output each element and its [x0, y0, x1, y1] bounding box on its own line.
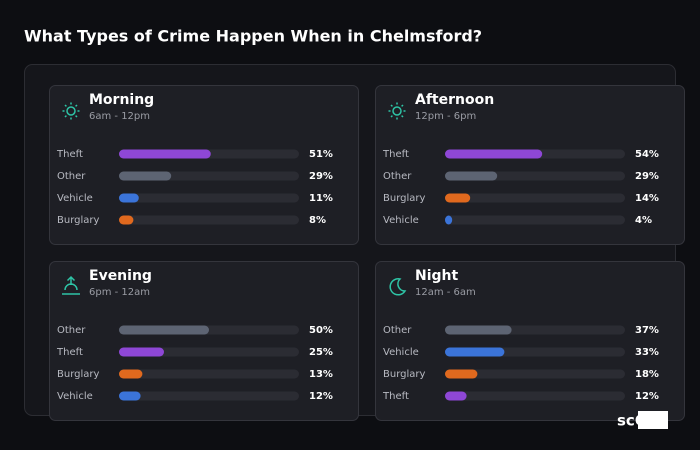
- category-label: Burglary: [383, 193, 425, 204]
- bar: [445, 171, 498, 181]
- value-label: 33%: [635, 347, 659, 358]
- panel-background: [375, 85, 685, 245]
- bar: [445, 193, 471, 203]
- bar: [445, 369, 478, 379]
- track: [119, 369, 299, 379]
- category-label: Vehicle: [57, 193, 93, 204]
- panel-subtitle: 6am - 12pm: [89, 111, 150, 122]
- value-label: 37%: [635, 325, 659, 336]
- panel-background: [49, 85, 359, 245]
- value-label: 54%: [635, 149, 659, 160]
- track: [445, 391, 625, 401]
- icon: [390, 104, 393, 107]
- category-label: Vehicle: [57, 391, 93, 402]
- bar: [119, 215, 134, 225]
- category-label: Other: [57, 325, 86, 336]
- category-label: Other: [383, 325, 412, 336]
- bar: [119, 369, 143, 379]
- icon: [390, 115, 393, 118]
- category-label: Burglary: [383, 369, 425, 380]
- bar: [445, 347, 505, 357]
- panel: Evening 6pm - 12am Other 50% Theft 25% Burglar…: [49, 261, 359, 421]
- track: [119, 193, 299, 203]
- bar: [119, 391, 141, 401]
- icon: [75, 104, 78, 107]
- category-label: Theft: [56, 149, 83, 160]
- value-label: 12%: [635, 391, 659, 402]
- track: [119, 347, 299, 357]
- icon: [392, 106, 402, 116]
- category-label: Other: [57, 171, 86, 182]
- icon: [401, 115, 404, 118]
- panel-background: [49, 261, 359, 421]
- panel-background: [375, 261, 685, 421]
- bar: [119, 171, 172, 181]
- bar: [119, 347, 164, 357]
- bar: [119, 149, 211, 159]
- panel: Morning 6am - 12pm Theft 51% Other 29% Vehicle…: [49, 85, 359, 245]
- icon: [75, 115, 78, 118]
- bar: [119, 193, 139, 203]
- icon: [401, 104, 404, 107]
- track: [445, 369, 625, 379]
- panel: Afternoon 12pm - 6pm Theft 54% Other 29% Burgl…: [375, 85, 685, 245]
- panel: Night 12am - 6am Other 37% Vehicle 33% Burglar…: [375, 261, 685, 421]
- panel-subtitle: 6pm - 12am: [89, 287, 150, 298]
- icon: [389, 278, 407, 296]
- value-label: 18%: [635, 369, 659, 380]
- category-label: Vehicle: [383, 215, 419, 226]
- panel-title: Evening: [89, 268, 152, 284]
- value-label: 51%: [309, 149, 333, 160]
- value-label: 29%: [309, 171, 333, 182]
- value-label: 14%: [635, 193, 659, 204]
- value-label: 50%: [309, 325, 333, 336]
- panels: Morning 6am - 12pm Theft 51% Other 29% Vehicle…: [49, 85, 685, 421]
- category-label: Theft: [382, 391, 409, 402]
- track: [119, 391, 299, 401]
- icon: [66, 106, 76, 116]
- track: [119, 215, 299, 225]
- category-label: Vehicle: [383, 347, 419, 358]
- track: [445, 215, 625, 225]
- category-label: Theft: [382, 149, 409, 160]
- value-label: 13%: [309, 369, 333, 380]
- value-label: 12%: [309, 391, 333, 402]
- category-label: Theft: [56, 347, 83, 358]
- category-label: Burglary: [57, 369, 99, 380]
- panel-title: Morning: [89, 92, 154, 108]
- panel-title: Night: [415, 268, 459, 284]
- bar: [445, 215, 453, 225]
- icon: [64, 104, 67, 107]
- value-label: 25%: [309, 347, 333, 358]
- panel-subtitle: 12am - 6am: [415, 287, 476, 298]
- value-label: 11%: [309, 193, 333, 204]
- page-title: What Types of Crime Happen When in Chelm…: [24, 27, 482, 46]
- icon: [62, 275, 80, 295]
- icon: [64, 115, 67, 118]
- category-label: Other: [383, 171, 412, 182]
- bar: [119, 325, 209, 335]
- panel-subtitle: 12pm - 6pm: [415, 111, 476, 122]
- panel-title: Afternoon: [415, 92, 494, 108]
- category-label: Burglary: [57, 215, 99, 226]
- bar: [445, 325, 512, 335]
- watermark-box: [638, 411, 668, 429]
- track: [445, 193, 625, 203]
- value-label: 29%: [635, 171, 659, 182]
- value-label: 8%: [309, 215, 326, 226]
- value-label: 4%: [635, 215, 652, 226]
- bar: [445, 149, 543, 159]
- watermark: scOS: [617, 412, 658, 430]
- bar: [445, 391, 467, 401]
